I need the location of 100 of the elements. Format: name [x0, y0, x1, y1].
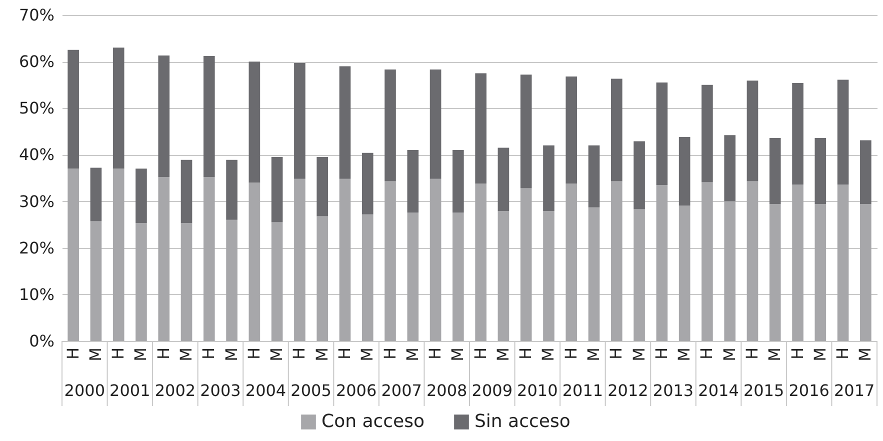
x-tick-label: M	[176, 348, 196, 362]
x-tick-label: M	[267, 348, 286, 362]
text: 2001	[110, 381, 150, 400]
bar	[226, 220, 238, 341]
bar	[678, 205, 690, 341]
bar	[316, 216, 328, 341]
bar	[452, 150, 464, 212]
bar	[566, 184, 578, 341]
bar	[136, 223, 147, 341]
bar	[430, 69, 442, 179]
x-tick-label: M	[448, 348, 468, 362]
y-tick-label: 40%	[18, 145, 54, 164]
bar	[543, 145, 554, 212]
bar	[610, 181, 622, 341]
x-tick-label: H	[697, 348, 716, 360]
bar	[294, 62, 306, 179]
bar	[203, 56, 215, 178]
text: 2005	[290, 381, 332, 400]
x-tick-label: M	[222, 348, 241, 362]
bar	[475, 73, 486, 184]
x-tick-label: M	[538, 348, 558, 362]
x-tick-label: M	[402, 348, 422, 362]
bar	[339, 178, 351, 341]
bar	[520, 188, 532, 341]
y-tick-label: 0%	[29, 332, 54, 350]
bar	[566, 76, 578, 184]
bar	[814, 138, 826, 204]
x-tick-label: M	[629, 348, 648, 362]
bar	[384, 69, 396, 182]
bar	[180, 160, 192, 224]
x-tick-label: H	[833, 348, 852, 360]
bar	[702, 182, 713, 341]
x-tick-label: H	[561, 348, 580, 360]
bar	[769, 204, 781, 341]
bar	[656, 82, 668, 185]
text: 2017	[834, 381, 875, 400]
bar	[339, 66, 351, 179]
bar	[724, 135, 736, 202]
bar	[475, 184, 486, 341]
x-tick-label: M	[493, 348, 512, 362]
bar	[362, 214, 374, 341]
bar	[158, 177, 170, 341]
bar	[498, 211, 510, 341]
x-tick-label: H	[108, 348, 128, 360]
text: 2011	[562, 381, 604, 400]
y-tick-label: 60%	[18, 52, 54, 72]
bar	[68, 50, 79, 169]
bar	[588, 207, 600, 341]
bar	[860, 140, 872, 204]
bar	[769, 138, 781, 204]
x-tick-label: H	[426, 348, 445, 360]
bar	[634, 141, 645, 210]
bar	[860, 204, 872, 341]
y-tick-label: 50%	[18, 98, 54, 118]
bar	[407, 212, 419, 341]
bar	[271, 157, 283, 222]
x-tick-label: H	[244, 348, 264, 360]
bar	[248, 62, 260, 183]
y-tick-label: 30%	[18, 192, 54, 211]
x-tick-label: M	[131, 348, 150, 362]
legend-label: Con acceso	[322, 411, 424, 432]
bar	[68, 168, 79, 341]
bar	[384, 181, 396, 341]
text: 2014	[698, 381, 739, 400]
legend-label: Sin acceso	[474, 411, 570, 432]
x-tick-label: M	[765, 348, 784, 362]
bar	[656, 184, 668, 341]
bar	[792, 184, 804, 341]
x-tick-label: H	[154, 348, 173, 360]
x-tick-label: H	[742, 348, 762, 360]
bar	[136, 168, 147, 224]
x-tick-label: H	[652, 348, 671, 360]
x-tick-label: H	[516, 348, 536, 360]
text: 2013	[652, 381, 694, 400]
y-tick-label: 20%	[18, 238, 54, 258]
text: 2010	[517, 381, 558, 400]
bar	[90, 168, 102, 222]
x-tick-label: M	[856, 348, 875, 362]
bar	[702, 84, 713, 182]
bar	[634, 209, 645, 341]
x-tick-label: M	[674, 348, 694, 362]
bar	[294, 178, 306, 341]
y-tick-label: 10%	[18, 284, 54, 304]
x-tick-label: H	[63, 348, 82, 360]
text: 2015	[743, 381, 784, 400]
x-tick-label: M	[810, 348, 830, 362]
x-tick-label: H	[470, 348, 490, 360]
x-tick-label: H	[334, 348, 354, 360]
bar	[271, 222, 283, 341]
x-tick-label: M	[720, 348, 739, 362]
x-tick-label: H	[290, 348, 309, 360]
text: 2002	[154, 381, 196, 400]
x-tick-label: H	[788, 348, 807, 360]
bar	[112, 48, 124, 169]
text: 2007	[381, 381, 422, 400]
bar	[746, 181, 758, 341]
bar	[226, 160, 238, 220]
x-tick-label: H	[380, 348, 400, 360]
bar	[520, 74, 532, 188]
bar	[316, 157, 328, 216]
